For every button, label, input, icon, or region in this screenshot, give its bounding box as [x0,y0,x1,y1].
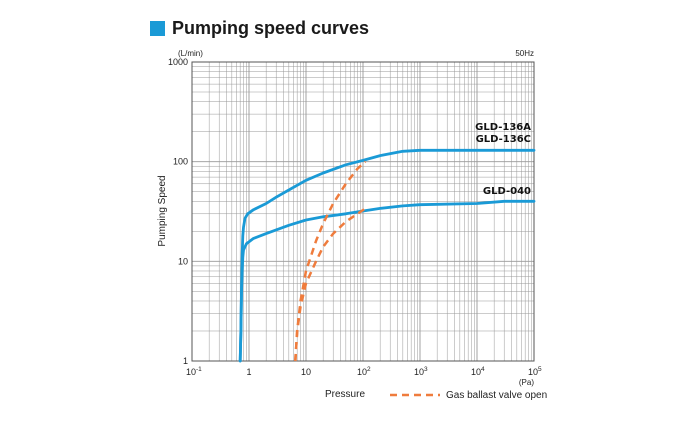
plot-frame [191,61,535,362]
y-tick-label: 100 [173,157,188,167]
grid [191,62,534,362]
y-tick-label: 1000 [168,57,188,67]
title-square-icon [150,21,165,36]
x-unit-label: (Pa) [519,378,534,387]
x-axis-label: Pressure [325,389,365,400]
series-label-gld-136c: GLD-136C [476,134,531,145]
pumping-speed-curve-1 [238,199,536,363]
chart-title: Pumping speed curves [172,18,370,38]
x-tick-label: 104 [471,366,485,377]
legend-label: Gas ballast valve open [446,390,547,401]
series-label-gld-136a: GLD-136A [475,122,531,133]
x-tick-label: 10-1 [186,366,202,377]
frequency-label: 50Hz [515,49,534,58]
series-label-gld-040: GLD-040 [483,186,531,197]
y-axis-label: Pumping Speed [157,175,168,246]
x-tick-label: 103 [414,366,428,377]
x-tick-label: 105 [528,366,542,377]
x-tick-label: 102 [357,366,371,377]
chart-title-block: Pumping speed curves [150,18,369,39]
y-tick-label: 1 [183,356,188,366]
series-labels: GLD-136A GLD-136C GLD-040 [475,122,531,197]
curves [238,148,536,363]
pumping-speed-curve-0 [238,148,536,363]
y-unit-label: (L/min) [178,49,203,58]
y-tick-label: 10 [178,256,188,266]
gas-ballast-curve-3 [294,207,367,362]
x-tick-label: 10 [301,367,311,377]
legend: Gas ballast valve open [390,390,547,401]
gas-ballast-curve-2 [294,160,367,362]
x-tick-label: 1 [246,367,251,377]
